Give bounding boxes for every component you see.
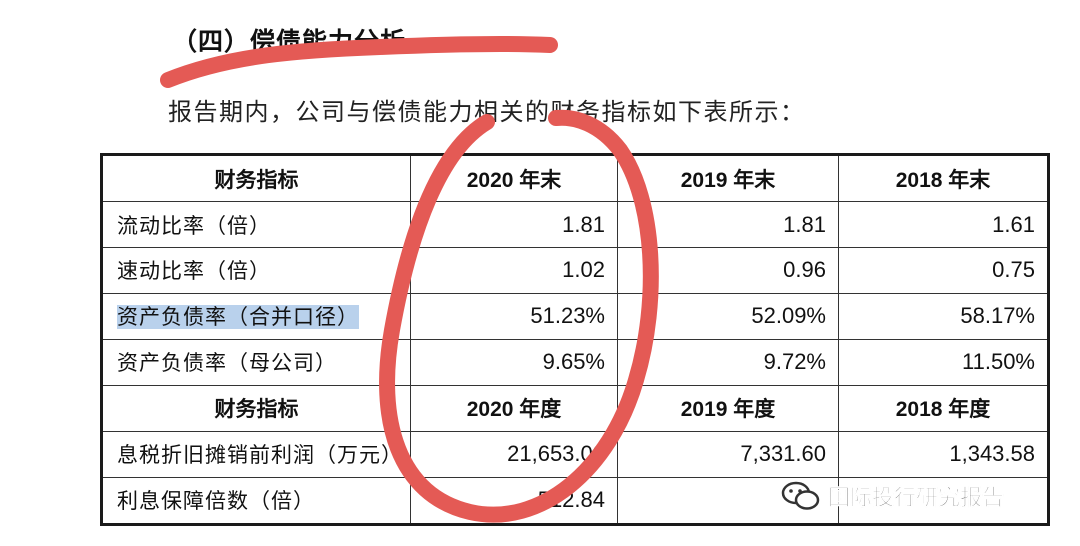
table-cell: 11.50% [838, 338, 1049, 386]
highlighted-label: 资产负债率（合并口径） [117, 305, 359, 330]
header-cell: 2020 年末 [410, 153, 618, 203]
table-cell: 7,331.60 [617, 430, 839, 478]
table-row: 速动比率（倍） 1.02 0.96 0.75 [101, 247, 1049, 294]
row-label: 资产负债率（合并口径） [101, 292, 411, 340]
table-cell: 58.17% [838, 292, 1049, 340]
section-heading: （四）偿债能力分析 [172, 27, 407, 56]
table-cell: 1.81 [617, 201, 839, 248]
table-row: 资产负债率（母公司） 9.65% 9.72% 11.50% [101, 338, 1049, 386]
intro-paragraph: 报告期内，公司与偿债能力相关的财务指标如下表所示： [168, 98, 806, 126]
table-cell: 1.61 [838, 201, 1049, 248]
table-cell: 9.65% [410, 338, 618, 386]
header-cell: 2019 年末 [617, 153, 839, 203]
table-cell: 0.96 [617, 247, 839, 294]
row-label: 流动比率（倍） [101, 201, 411, 248]
header-cell: 2018 年末 [838, 153, 1049, 203]
table-cell: 1.02 [410, 247, 618, 294]
table-row: 流动比率（倍） 1.81 1.81 1.61 [101, 201, 1049, 248]
row-label: 利息保障倍数（倍） [101, 476, 411, 526]
row-label: 资产负债率（母公司） [101, 338, 411, 386]
header-cell: 2019 年度 [617, 384, 839, 432]
table-header-row: 财务指标 2020 年度 2019 年度 2018 年度 [101, 384, 1049, 432]
header-cell: 2018 年度 [838, 384, 1049, 432]
table-row: 息税折旧摊销前利润（万元） 21,653.09 7,331.60 1,343.5… [101, 430, 1049, 478]
row-label: 速动比率（倍） [101, 247, 411, 294]
header-cell: 财务指标 [101, 384, 411, 432]
table-header-row: 财务指标 2020 年末 2019 年末 2018 年末 [101, 153, 1049, 203]
watermark-text: 国际投行研究报告 [828, 486, 1005, 512]
table-cell: 52.09% [617, 292, 839, 340]
solvency-table: 财务指标 2020 年末 2019 年末 2018 年末 流动比率（倍） 1.8… [100, 153, 1050, 526]
watermark: 国际投行研究报告 [780, 478, 1004, 514]
header-cell: 财务指标 [101, 153, 411, 203]
table-cell [838, 476, 1049, 526]
wechat-icon [781, 481, 820, 510]
table-cell: 1.81 [410, 201, 618, 248]
row-label: 息税折旧摊销前利润（万元） [101, 430, 411, 478]
table-row: 资产负债率（合并口径） 51.23% 52.09% 58.17% [101, 292, 1049, 340]
table-cell: 1,343.58 [838, 430, 1049, 478]
table-cell: 0.75 [838, 247, 1049, 294]
header-cell: 2020 年度 [410, 384, 618, 432]
table-cell: 512.84 [410, 476, 618, 526]
table-cell: 21,653.09 [410, 430, 618, 478]
table-cell: 9.72% [617, 338, 839, 386]
table-cell: 51.23% [410, 292, 618, 340]
